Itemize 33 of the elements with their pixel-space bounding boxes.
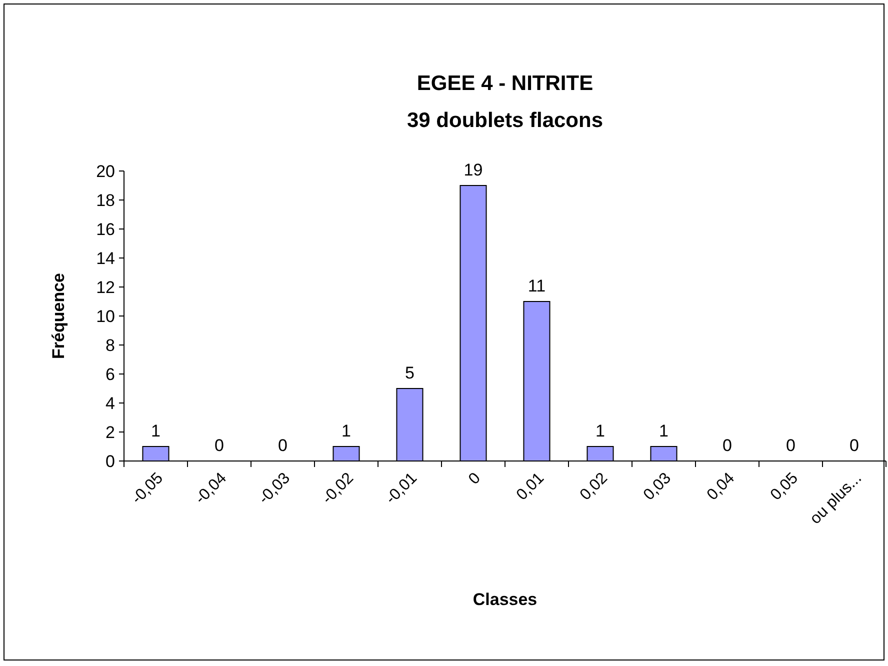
x-tick-label: 0,01: [514, 470, 548, 504]
y-tick-label: 4: [106, 394, 115, 413]
chart-subtitle: 39 doublets flacons: [406, 109, 604, 132]
data-label: 0: [722, 436, 732, 455]
data-label: 5: [405, 364, 414, 382]
y-tick-label: 16: [96, 220, 115, 239]
y-tick-label: 6: [106, 364, 115, 384]
data-label: 0: [786, 436, 796, 455]
data-label: 1: [596, 422, 605, 440]
data-label: 1: [659, 422, 668, 440]
chart-title: EGEE 4 - NITRITE: [416, 72, 594, 95]
y-tick-label: 10: [96, 306, 115, 326]
y-tick-label: 12: [96, 278, 115, 297]
data-label: 11: [528, 276, 546, 296]
x-tick-label: 0: [466, 470, 484, 488]
data-label: 1: [342, 422, 351, 440]
data-label: 0: [850, 436, 859, 455]
x-tick-label: 0,03: [640, 470, 675, 504]
x-tick-label: 0,02: [577, 470, 612, 504]
y-tick-label: 2: [106, 422, 115, 442]
y-tick-label: 18: [96, 190, 115, 210]
data-label: 0: [278, 436, 288, 455]
data-label: 1: [151, 422, 160, 440]
y-tick-label: 8: [106, 336, 115, 355]
y-axis-title: Fréquence: [49, 273, 68, 359]
x-axis-title: Classes: [472, 590, 538, 609]
y-tick-label: 0: [106, 452, 115, 471]
x-tick-label: 0,05: [768, 470, 802, 504]
x-tick-label: 0,04: [704, 470, 738, 504]
y-tick-label: 20: [96, 162, 115, 181]
data-label: 19: [464, 160, 483, 180]
y-tick-label: 14: [96, 248, 115, 268]
data-label: 0: [214, 436, 224, 455]
